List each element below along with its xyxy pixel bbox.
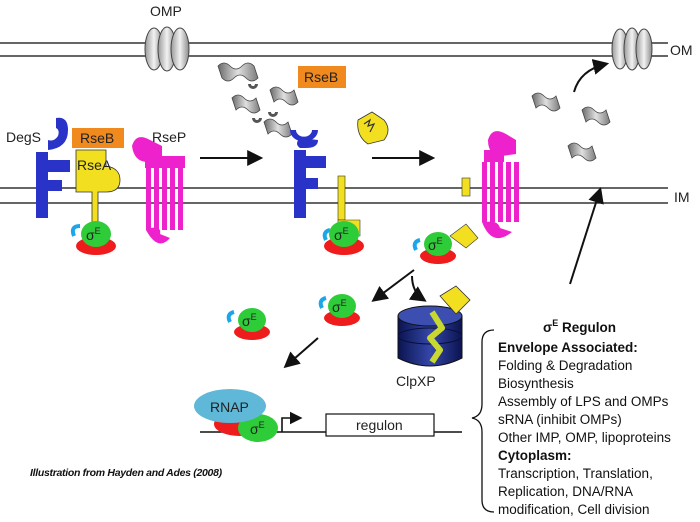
rsea-label: RseA <box>77 157 112 173</box>
sigma-e-text-free-1: σE <box>332 298 347 315</box>
envelope-item: Other IMP, OMP, lipoproteins <box>498 430 671 445</box>
source-caption: Illustration from Hayden and Ades (2008) <box>30 467 223 479</box>
cytoplasm-item: Transcription, Translation, <box>498 466 653 481</box>
degs-protein-left <box>36 117 70 218</box>
envelope-header: Envelope Associated: <box>498 340 638 355</box>
clpxp-protease <box>397 285 471 367</box>
regulon-box <box>325 413 435 437</box>
sigma-e-left: σE <box>70 221 116 255</box>
regulon-title: σE Regulon <box>543 318 616 335</box>
rsep-left <box>132 137 185 244</box>
rseb-left: RseB <box>72 128 124 148</box>
omp-label: OMP <box>150 3 182 19</box>
rnap-label: RNAP <box>210 399 249 415</box>
arrow-to-rnap <box>283 337 319 369</box>
rseb-label-left: RseB <box>80 130 114 146</box>
sigma-e-rsea-complex: σE <box>412 223 479 264</box>
om-label: OM <box>670 42 693 58</box>
arrow-release-sigma <box>371 269 415 302</box>
arrow-to-clpxp <box>408 275 427 302</box>
promoter-arrow <box>281 411 303 432</box>
sigma-e-text-complex: σE <box>428 236 443 253</box>
rsea-left: RseA <box>75 149 121 223</box>
sigma-e-text-left: σE <box>86 226 101 243</box>
rseb-label-middle: RseB <box>304 69 338 85</box>
sigma-e-text-free-2: σE <box>242 312 257 329</box>
outer-membrane <box>0 42 668 57</box>
envelope-item: sRNA (inhibit OMPs) <box>498 412 622 427</box>
envelope-item: Assembly of LPS and OMPs <box>498 394 669 409</box>
envelope-item: Folding & Degradation <box>498 358 632 373</box>
omp-barrel-left <box>144 26 190 72</box>
cytoplasm-header: Cytoplasm: <box>498 448 572 463</box>
omp-peptides-right <box>531 92 611 162</box>
arrow-to-om <box>573 59 610 93</box>
arrow-regulon-to-om <box>569 186 604 285</box>
rsea-tm-fragment-right <box>461 177 471 197</box>
regulon-panel: σE Regulon Envelope Associated: Folding … <box>498 318 671 517</box>
im-label: IM <box>674 189 690 205</box>
envelope-item: Biosynthesis <box>498 376 574 391</box>
cytoplasm-item: modification, Cell division <box>498 502 650 517</box>
clpxp-label: ClpXP <box>396 373 436 389</box>
rseb-released: RseB <box>298 66 346 88</box>
omp-peptide-hooks-middle <box>248 84 278 123</box>
omp-barrel-right <box>611 27 653 71</box>
sigma-e-text-rnap: σE <box>250 420 265 437</box>
sigma-e-text-middle: σE <box>334 226 349 243</box>
rsep-label: RseP <box>152 129 186 145</box>
sigma-e-free-2: σE <box>226 308 270 340</box>
rnap-holoenzyme: RNAP σE <box>194 389 278 442</box>
regulon-brace <box>471 329 495 513</box>
degs-label: DegS <box>6 129 41 145</box>
sigma-e-middle: σE <box>322 221 364 255</box>
regulon-box-label: regulon <box>356 417 403 433</box>
degs-protein-middle <box>290 130 326 218</box>
omp-peptides-middle <box>217 62 299 138</box>
rsea-fragment-flying <box>357 111 389 145</box>
rsep-right <box>482 131 519 239</box>
sigma-e-free-1: σE <box>318 294 360 326</box>
cytoplasm-item: Replication, DNA/RNA <box>498 484 633 499</box>
